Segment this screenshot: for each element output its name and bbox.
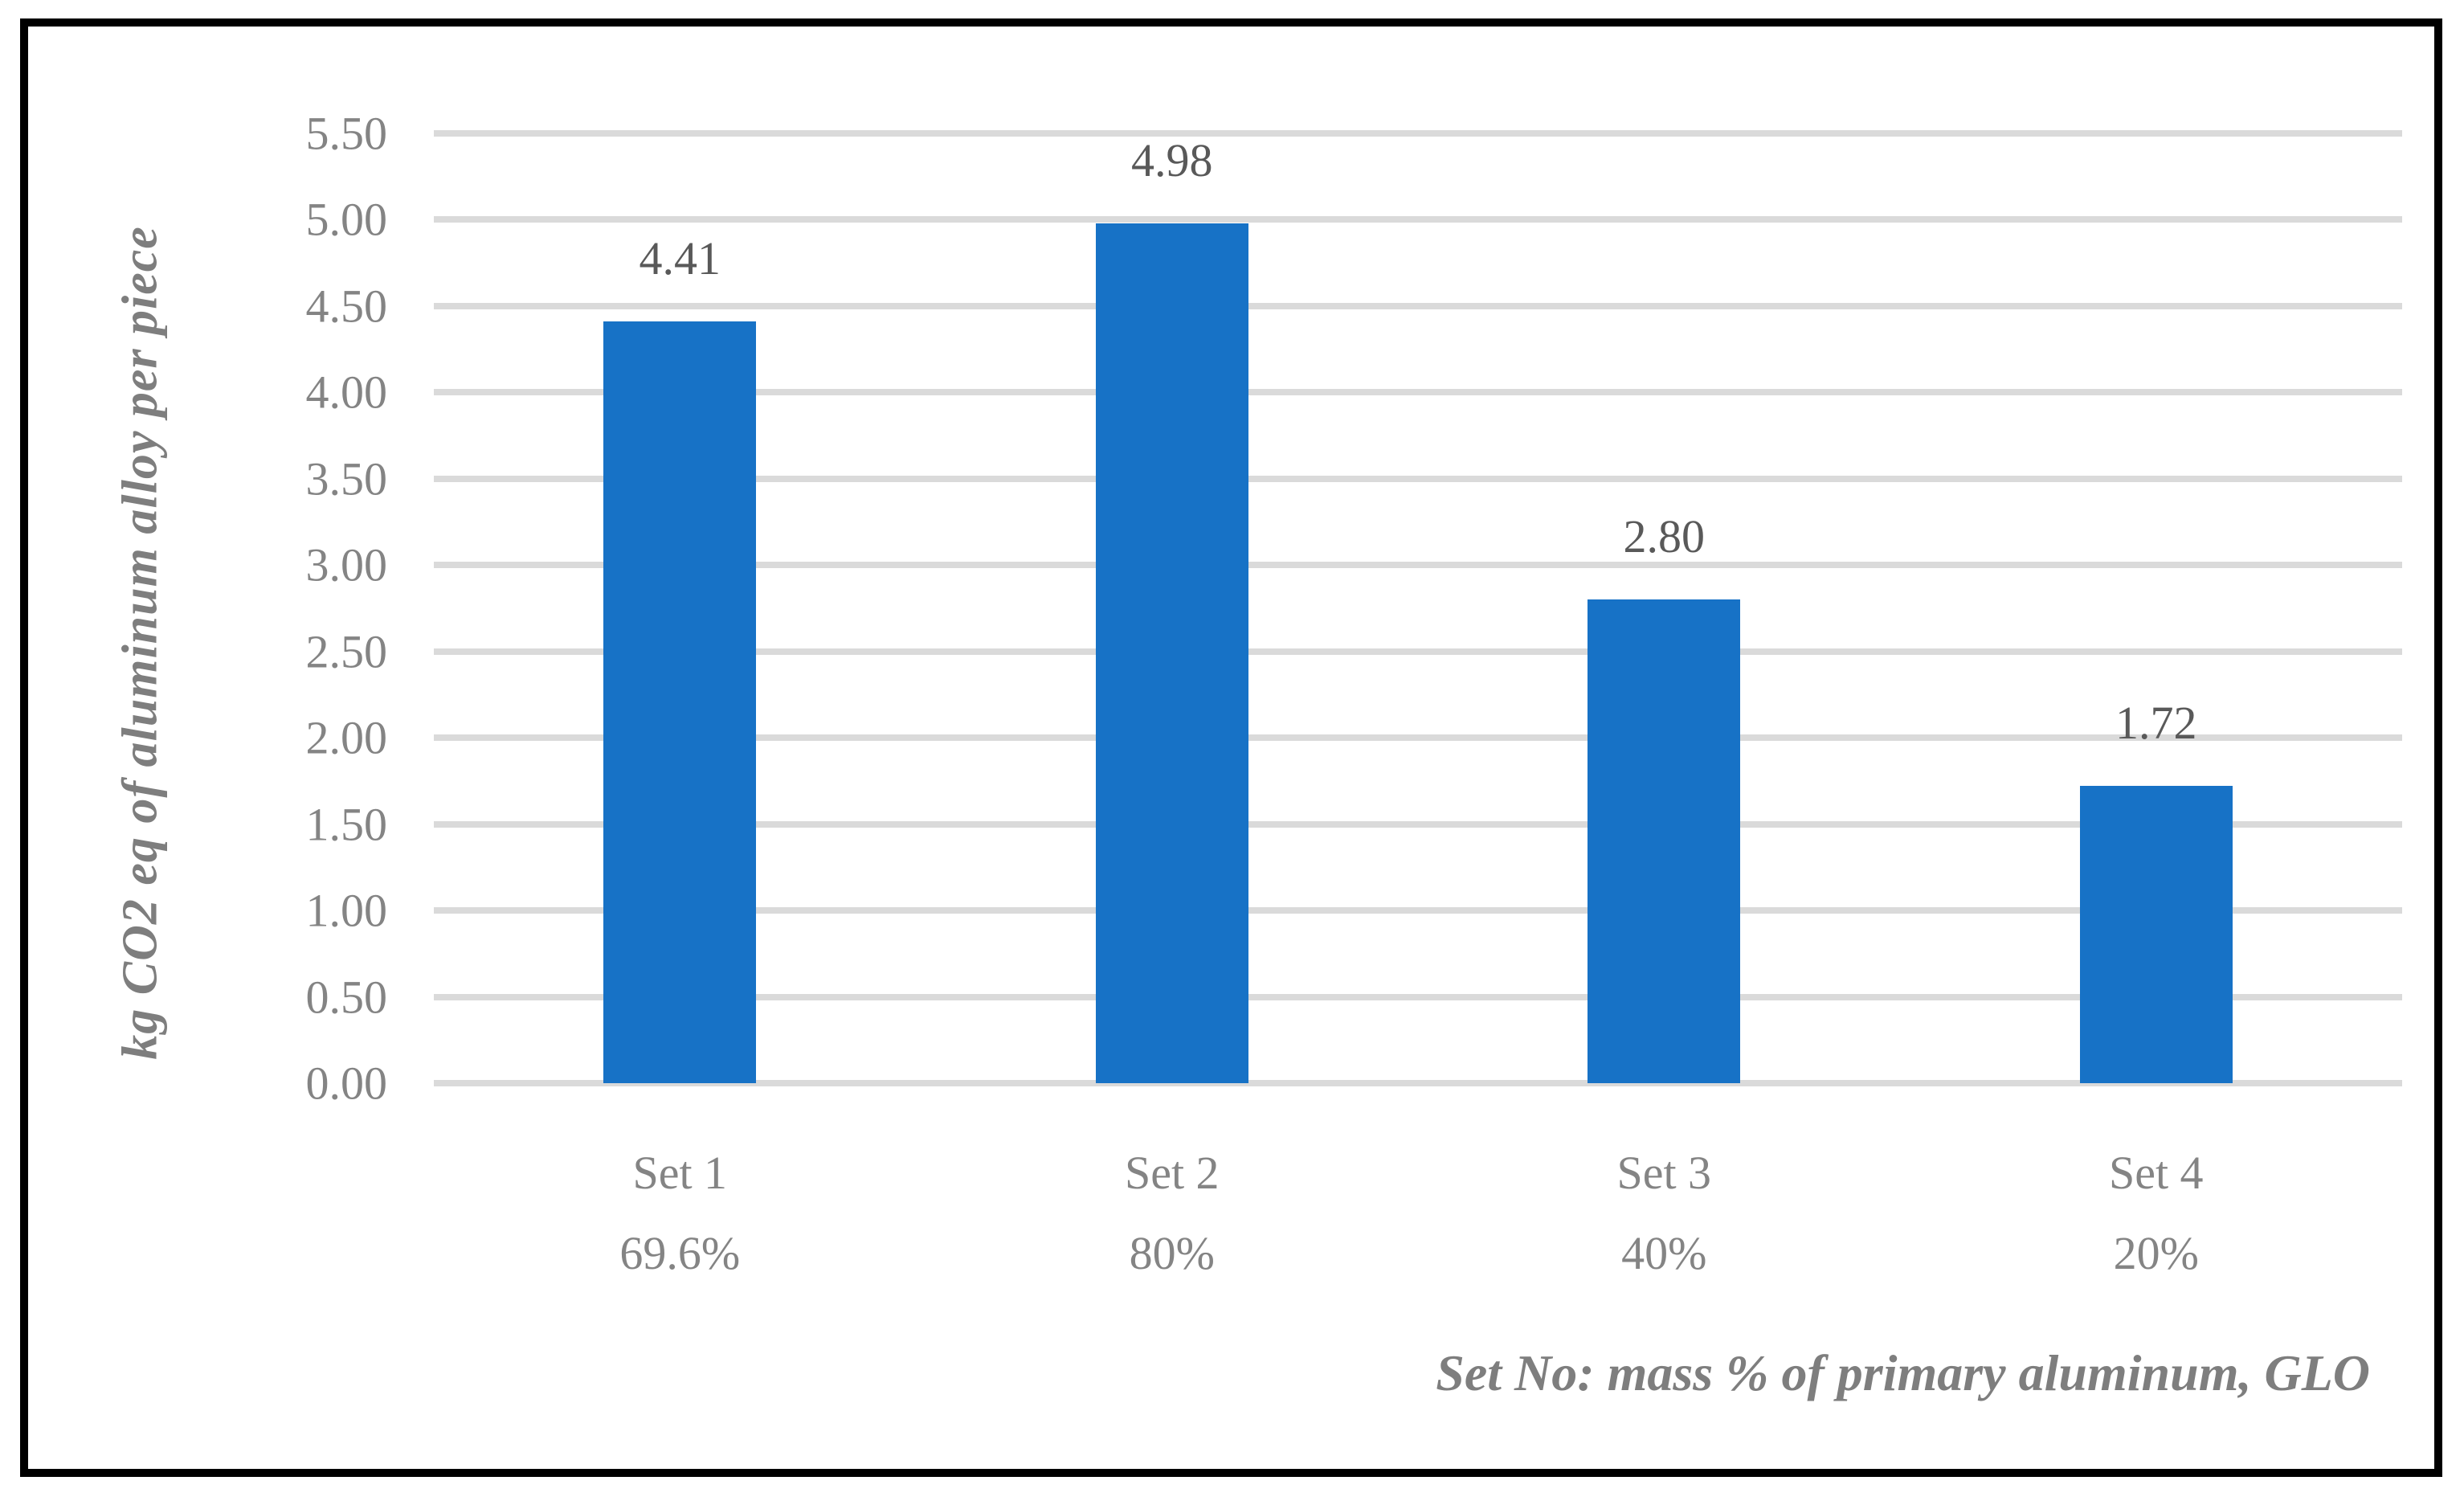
gridline-3.50	[434, 475, 2402, 482]
x-axis-caption: Set No: mass % of primary aluminum, GLO	[1436, 1344, 2370, 1401]
bar-Set 1	[603, 321, 757, 1083]
x-category-percentage: 20%	[2113, 1227, 2199, 1279]
plot-area: 0.00 0.50 1.00 1.50 2.00 2.50 3.00 3.50 4.00 4.50…	[306, 108, 2403, 1279]
bar-slot-Set 4: 1.72	[1910, 133, 2403, 1083]
y-tick-label: 5.50	[305, 107, 388, 160]
data-label-Set 4: 1.72	[2115, 697, 2197, 750]
bar-Set 4	[2079, 786, 2233, 1083]
gridline-4.50	[434, 302, 2402, 309]
gridline-2.50	[434, 648, 2402, 655]
gridline-3.00	[434, 562, 2402, 569]
y-tick-label: 1.50	[305, 798, 388, 851]
x-category-percentage: 69.6%	[619, 1227, 741, 1279]
bar-slot-Set 1: 4.41	[434, 133, 926, 1083]
gridline-4.00	[434, 389, 2402, 396]
y-tick-label: 0.00	[305, 1057, 388, 1110]
gridline-1.00	[434, 907, 2402, 914]
gridline-0.00	[434, 1080, 2402, 1086]
gridline-0.50	[434, 993, 2402, 1000]
chart-frame-border	[20, 18, 2442, 1477]
x-category-name: Set 1	[632, 1147, 728, 1199]
x-category-percentage: 80%	[1129, 1227, 1215, 1279]
x-category-name: Set 2	[1124, 1147, 1220, 1199]
gridline-5.00	[434, 216, 2402, 223]
bar-slot-Set 2: 4.98	[926, 133, 1419, 1083]
x-category-percentage: 40%	[1621, 1227, 1707, 1279]
x-axis-labels: Set 1 69.6% Set 2 80% Set 3 40% Set 4 20%	[434, 1133, 2402, 1294]
x-category-name: Set 4	[2108, 1147, 2204, 1199]
x-category-label-Set 3: Set 3 40%	[1418, 1133, 1910, 1294]
y-tick-label: 2.00	[305, 711, 388, 764]
gridline-2.00	[434, 734, 2402, 742]
y-axis-title: kg CO2 eq of aluminum alloy per piece	[112, 226, 168, 1060]
y-tick-label: 5.00	[305, 193, 388, 246]
y-tick-label: 3.50	[305, 452, 388, 505]
y-tick-label: 4.50	[305, 280, 388, 333]
bar-Set 3	[1588, 599, 1741, 1083]
data-label-Set 1: 4.41	[639, 232, 721, 285]
y-tick-label: 0.50	[305, 971, 388, 1024]
y-tick-label: 3.00	[305, 538, 388, 591]
y-tick-label: 1.00	[305, 884, 388, 937]
x-category-label-Set 4: Set 4 20%	[1910, 1133, 2403, 1294]
y-tick-label: 4.00	[305, 366, 388, 419]
y-tick-label: 2.50	[305, 625, 388, 678]
bar-slot-Set 3: 2.80	[1418, 133, 1910, 1083]
x-category-label-Set 2: Set 2 80%	[926, 1133, 1419, 1294]
data-label-Set 3: 2.80	[1623, 510, 1706, 563]
gridline-5.50	[434, 130, 2402, 137]
x-category-label-Set 1: Set 1 69.6%	[434, 1133, 926, 1294]
gridline-1.50	[434, 820, 2402, 828]
x-category-name: Set 3	[1616, 1147, 1712, 1199]
data-label-Set 2: 4.98	[1131, 133, 1213, 186]
bar-Set 2	[1095, 223, 1248, 1083]
